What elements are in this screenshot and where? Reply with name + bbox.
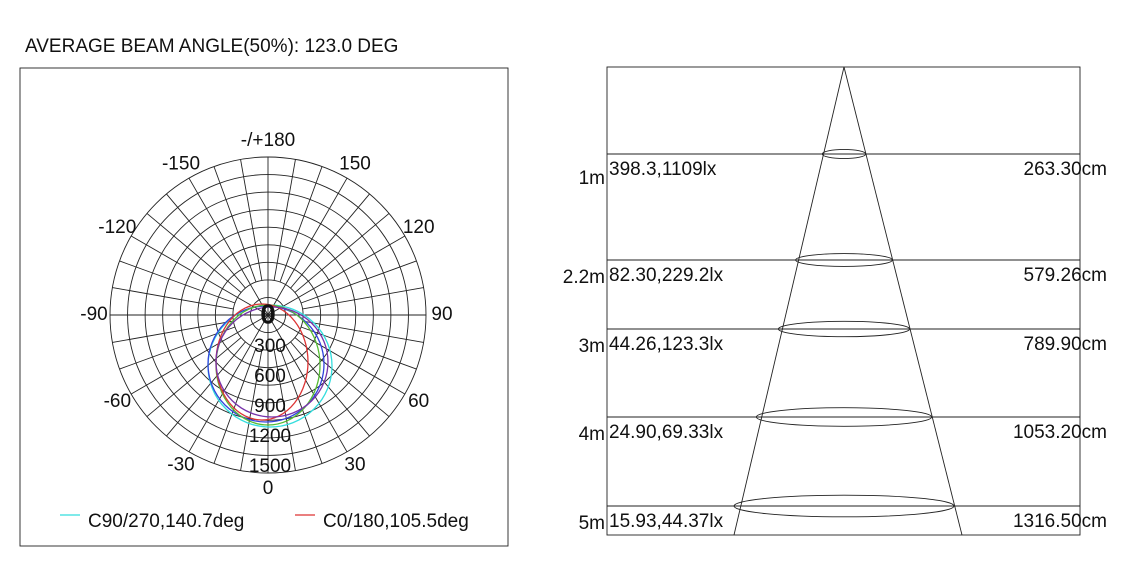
spoke <box>290 193 370 289</box>
spoke <box>166 341 246 437</box>
angle-label: 30 <box>344 455 365 476</box>
illuminance-label: 24.90,69.33lx <box>609 422 724 443</box>
angle-label: 0 <box>263 478 274 499</box>
spoke <box>146 213 242 293</box>
distance-label: 4m <box>579 424 605 445</box>
illuminance-label: 15.93,44.37lx <box>609 511 724 532</box>
spoke <box>267 235 406 316</box>
legend-label: C90/270,140.7deg <box>88 511 244 532</box>
spoke <box>130 314 269 395</box>
angle-label: -120 <box>98 217 136 238</box>
spoke <box>290 341 370 437</box>
cone-edge <box>843 66 963 536</box>
angle-label: -30 <box>167 455 194 476</box>
angle-label: -60 <box>104 391 131 412</box>
angle-label: 60 <box>408 391 429 412</box>
angle-label: -/+180 <box>241 130 295 151</box>
spoke <box>213 166 257 283</box>
curve <box>215 306 329 418</box>
beam-ellipse <box>795 253 893 267</box>
diameter-label: 1053.20cm <box>1013 422 1107 443</box>
spoke <box>188 177 269 316</box>
distance-label: 5m <box>579 513 605 534</box>
illuminance-label: 398.3,1109lx <box>609 159 717 180</box>
angle-label: 90 <box>431 304 452 325</box>
diameter-label: 579.26cm <box>1024 265 1107 286</box>
spoke <box>112 287 234 310</box>
spoke <box>302 320 424 343</box>
cone-rows: 1m 398.3,1109lx 263.30cm 2.2m 82.30,229.2lx 5… <box>563 148 1107 534</box>
angle-label: 150 <box>339 153 371 174</box>
spoke <box>294 337 390 417</box>
angle-label: -90 <box>80 304 107 325</box>
spoke <box>279 347 323 464</box>
spoke <box>273 349 296 471</box>
diameter-label: 789.90cm <box>1024 334 1107 355</box>
spoke <box>240 349 263 471</box>
distance-label: 1m <box>579 168 605 189</box>
angle-label: -150 <box>162 153 200 174</box>
center-label: 0 <box>260 298 276 329</box>
angle-label: 120 <box>403 217 435 238</box>
radial-label: 1500 <box>249 456 291 477</box>
polar-frame <box>19 67 509 547</box>
spoke <box>213 347 257 464</box>
beam-ellipse <box>755 407 933 427</box>
cone-edge <box>733 66 845 536</box>
spoke <box>267 177 348 316</box>
spoke <box>240 159 263 281</box>
spoke <box>267 314 406 395</box>
radial-label: 300 <box>254 336 286 357</box>
beam-ellipse <box>821 148 867 160</box>
spoke <box>166 193 246 289</box>
spoke <box>273 159 296 281</box>
illuminance-label: 44.26,123.3lx <box>609 334 724 355</box>
spoke <box>146 337 242 417</box>
spoke <box>112 320 234 343</box>
beam-ellipse <box>733 494 955 518</box>
beam-ellipse <box>777 320 911 338</box>
diameter-label: 263.30cm <box>1024 159 1107 180</box>
radial-label: 600 <box>254 366 286 387</box>
spoke <box>300 260 417 304</box>
radial-label: 1200 <box>249 426 291 447</box>
spoke <box>302 287 424 310</box>
polar-grid: -/+180 150 -150 120 -120 90 -90 60 -60 30 -30 0 300 6… <box>80 130 452 499</box>
spoke <box>119 260 236 304</box>
curves <box>207 303 333 428</box>
radial-label: 900 <box>254 396 286 417</box>
curve <box>207 305 325 423</box>
spoke <box>267 314 348 453</box>
legend: C90/270,140.7deg C0/180,105.5deg <box>60 511 469 532</box>
spoke <box>294 213 390 293</box>
legend-label: C0/180,105.5deg <box>323 511 469 532</box>
spoke <box>130 235 269 316</box>
cone-frame <box>606 66 1081 536</box>
diameter-label: 1316.50cm <box>1013 511 1107 532</box>
spoke <box>279 166 323 283</box>
title: AVERAGE BEAM ANGLE(50%): 123.0 DEG <box>25 36 398 57</box>
distance-label: 3m <box>579 336 605 357</box>
spoke <box>188 314 269 453</box>
distance-label: 2.2m <box>563 267 605 288</box>
illuminance-label: 82.30,229.2lx <box>609 265 724 286</box>
